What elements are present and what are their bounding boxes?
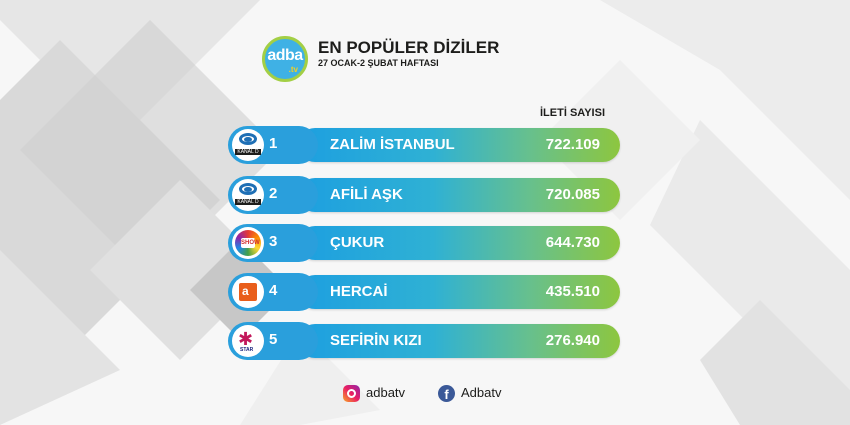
rank-badge: SHOW 3 bbox=[228, 224, 318, 262]
series-name: HERCAİ bbox=[330, 283, 388, 300]
page-subtitle: 27 OCAK-2 ŞUBAT HAFTASI bbox=[318, 58, 439, 68]
ranking-bar: HERCAİ 435.510 bbox=[298, 275, 620, 309]
channel-label: KANAL D bbox=[235, 199, 261, 205]
series-value: 722.109 bbox=[545, 136, 600, 153]
series-name: ÇUKUR bbox=[330, 234, 385, 251]
rank-badge: KANAL D 1 bbox=[228, 126, 318, 164]
ranking-bar: AFİLİ AŞK 720.085 bbox=[298, 178, 620, 212]
series-value: 435.510 bbox=[545, 283, 600, 300]
rank-badge: KANAL D 2 bbox=[228, 176, 318, 214]
ranking-row: HERCAİ 435.510 a 4 bbox=[228, 273, 628, 311]
channel-label: a bbox=[242, 284, 249, 298]
series-name: AFİLİ AŞK bbox=[330, 186, 403, 203]
series-name: ZALİM İSTANBUL bbox=[330, 136, 455, 153]
star-icon: ✱ bbox=[238, 329, 254, 349]
rank-badge: ✱ STAR 5 bbox=[228, 322, 318, 360]
star-tv-logo: ✱ STAR bbox=[232, 325, 264, 357]
logo-suffix: .tv bbox=[288, 65, 298, 74]
page-title: EN POPÜLER DİZİLER bbox=[318, 38, 500, 57]
ranking-row: SEFİRİN KIZI 276.940 ✱ STAR 5 bbox=[228, 322, 628, 360]
show-tv-logo: SHOW bbox=[232, 227, 264, 259]
channel-label: KANAL D bbox=[235, 149, 261, 155]
kanal-d-logo: KANAL D bbox=[232, 129, 264, 161]
rank-number: 2 bbox=[269, 185, 278, 202]
ranking-row: AFİLİ AŞK 720.085 KANAL D 2 bbox=[228, 176, 628, 214]
instagram-icon[interactable] bbox=[343, 385, 360, 402]
ranking-bar: ÇUKUR 644.730 bbox=[298, 226, 620, 260]
channel-label: STAR bbox=[240, 347, 254, 353]
rank-number: 1 bbox=[269, 135, 278, 152]
series-value: 276.940 bbox=[545, 332, 600, 349]
atv-logo: a bbox=[232, 276, 264, 308]
ranking-row: ZALİM İSTANBUL 722.109 KANAL D 1 bbox=[228, 126, 628, 164]
series-value: 644.730 bbox=[545, 234, 600, 251]
ranking-bar: ZALİM İSTANBUL 722.109 bbox=[298, 128, 620, 162]
facebook-handle[interactable]: Adbatv bbox=[461, 385, 502, 400]
rank-number: 5 bbox=[269, 331, 278, 348]
rank-number: 4 bbox=[269, 282, 278, 299]
column-header: İLETİ SAYISI bbox=[540, 107, 606, 119]
instagram-handle[interactable]: adbatv bbox=[366, 385, 406, 400]
channel-label: SHOW bbox=[241, 238, 260, 248]
facebook-icon[interactable]: f bbox=[438, 385, 455, 402]
adba-logo: adba .tv bbox=[262, 36, 308, 82]
kanal-d-logo: KANAL D bbox=[232, 179, 264, 211]
ranking-row: ÇUKUR 644.730 SHOW 3 bbox=[228, 224, 628, 262]
series-value: 720.085 bbox=[545, 186, 600, 203]
rank-number: 3 bbox=[269, 233, 278, 250]
ranking-bar: SEFİRİN KIZI 276.940 bbox=[298, 324, 620, 358]
logo-text: adba bbox=[267, 47, 303, 64]
rank-badge: a 4 bbox=[228, 273, 318, 311]
series-name: SEFİRİN KIZI bbox=[330, 332, 422, 349]
